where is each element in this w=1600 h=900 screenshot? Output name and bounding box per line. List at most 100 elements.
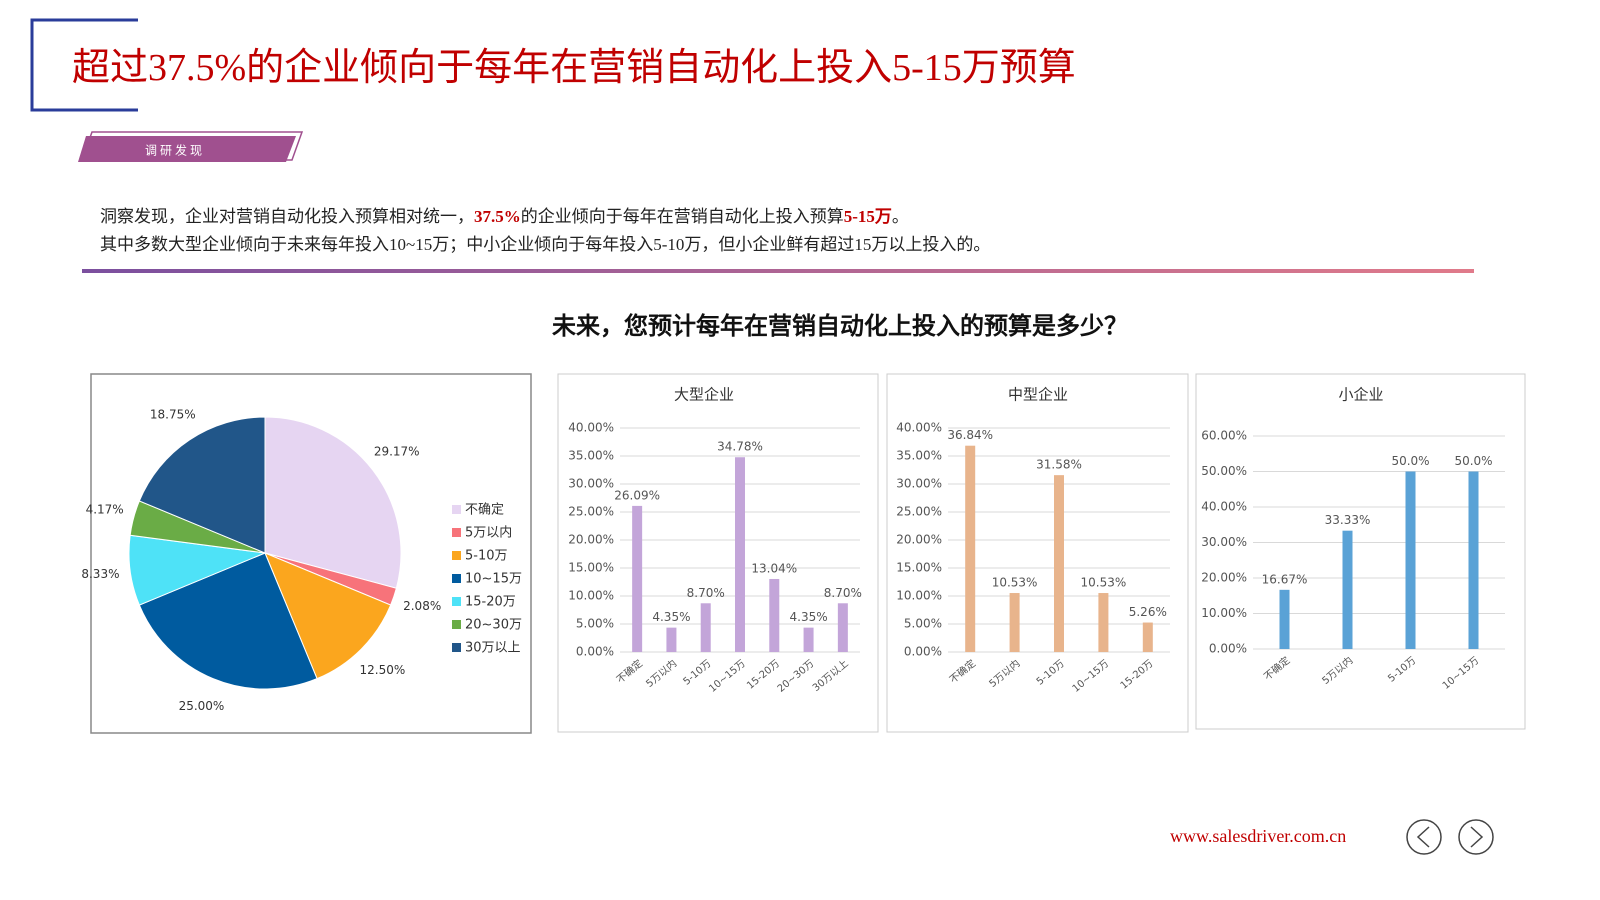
x-tick-label: 5-10万 <box>1386 655 1418 684</box>
tag: 调研发现 <box>145 143 205 158</box>
legend-swatch <box>452 505 461 514</box>
pie-slice <box>138 416 266 554</box>
website[interactable]: www.salesdriver.com.cn <box>1170 826 1347 846</box>
panel-frame <box>1195 373 1526 730</box>
y-tick-label: 15.00% <box>896 561 942 575</box>
legend-label: 20~30万 <box>465 618 522 633</box>
x-tick-label: 10~15万 <box>1441 655 1482 692</box>
data-label: 31.58% <box>1036 458 1082 472</box>
legend-label: 15-20万 <box>465 595 516 610</box>
y-tick-label: 35.00% <box>568 449 614 463</box>
legend-swatch <box>452 551 461 560</box>
x-tick-label: 不确定 <box>614 657 645 686</box>
panel-frame <box>886 373 1189 733</box>
bar <box>1405 471 1416 649</box>
chart-title: 中型企业 <box>1008 386 1068 404</box>
bar <box>1098 593 1109 652</box>
y-tick-label: 10.00% <box>568 589 614 603</box>
y-tick-label: 20.00% <box>568 533 614 547</box>
y-tick-label: 25.00% <box>896 505 942 519</box>
pie-slice <box>264 552 392 680</box>
data-label: 29.17% <box>374 444 420 458</box>
legend-label: 5-10万 <box>465 549 508 564</box>
bar <box>632 505 643 652</box>
bar <box>965 445 976 652</box>
data-label: 4.35% <box>652 610 690 624</box>
y-tick-label: 10.00% <box>1201 606 1247 620</box>
data-label: 10.53% <box>1081 576 1127 590</box>
data-label: 10.53% <box>992 576 1038 590</box>
divider <box>82 269 1474 273</box>
pie-frame <box>90 373 532 734</box>
y-tick-label: 0.00% <box>1209 642 1247 656</box>
data-label: 4.35% <box>790 610 828 624</box>
legend-label: 30万以上 <box>465 641 521 656</box>
data-label: 2.08% <box>403 599 441 613</box>
prev-button[interactable] <box>1406 819 1442 855</box>
legend-swatch <box>452 597 461 606</box>
bar <box>1054 475 1064 652</box>
data-label: 4.17% <box>86 503 124 517</box>
y-tick-label: 50.00% <box>1201 464 1247 478</box>
data-label: 36.84% <box>947 428 993 442</box>
text: 的企业倾向于每年在营销自动化上投入预算 <box>520 207 844 226</box>
tag-bg <box>78 136 296 162</box>
text: 洞察发现，企业对营销自动化投入预算相对统一， <box>100 207 474 226</box>
x-tick-label: 不确定 <box>947 657 978 686</box>
x-tick-label: 5万以内 <box>643 657 679 690</box>
x-tick-label: 5万以内 <box>1319 654 1355 687</box>
y-tick-label: 10.00% <box>896 589 942 603</box>
y-tick-label: 30.00% <box>568 477 614 491</box>
x-tick-label: 30万以上 <box>810 657 850 694</box>
legend-swatch <box>452 574 461 583</box>
y-tick-label: 30.00% <box>896 477 942 491</box>
y-tick-label: 20.00% <box>1201 571 1247 585</box>
question: 未来，您预计每年在营销自动化上投入的预算是多少？ <box>552 314 1128 340</box>
chart-title: 小企业 <box>1338 386 1383 404</box>
bar <box>666 627 677 652</box>
data-label: 16.67% <box>1262 572 1308 586</box>
y-tick-label: 40.00% <box>1201 500 1247 514</box>
y-tick-label: 5.00% <box>576 617 614 631</box>
y-tick-label: 40.00% <box>896 421 942 435</box>
x-tick-label: 10~15万 <box>1071 658 1112 695</box>
data-label: 8.70% <box>824 586 862 600</box>
chart-title: 大型企业 <box>674 386 734 404</box>
data-label: 33.33% <box>1325 513 1371 527</box>
text: 。 <box>891 207 909 226</box>
data-label: 13.04% <box>751 561 797 575</box>
x-tick-label: 15-20万 <box>1119 658 1156 692</box>
legend-label: 10~15万 <box>465 572 522 587</box>
bar <box>700 603 711 652</box>
bar <box>803 627 814 652</box>
y-tick-label: 35.00% <box>896 449 942 463</box>
y-tick-label: 15.00% <box>568 561 614 575</box>
data-label: 50.0% <box>1391 454 1429 468</box>
y-tick-label: 25.00% <box>568 505 614 519</box>
x-tick-label: 5-10万 <box>1035 658 1067 687</box>
y-tick-label: 30.00% <box>1201 535 1247 549</box>
bar <box>1468 471 1479 649</box>
title: 超过37.5%的企业倾向于每年在营销自动化上投入5-15万预算 <box>72 47 1076 89</box>
bar <box>837 603 848 652</box>
y-tick-label: 0.00% <box>904 645 942 659</box>
y-tick-label: 60.00% <box>1201 429 1247 443</box>
next-button[interactable] <box>1458 819 1494 855</box>
x-tick-label: 5万以内 <box>986 657 1022 690</box>
data-label: 12.50% <box>359 663 405 677</box>
y-tick-label: 20.00% <box>896 533 942 547</box>
data-label: 8.70% <box>687 586 725 600</box>
y-tick-label: 5.00% <box>904 617 942 631</box>
y-tick-label: 40.00% <box>568 421 614 435</box>
insight-line: 洞察发现，企业对营销自动化投入预算相对统一，37.5%的企业倾向于每年在营销自动… <box>100 202 909 227</box>
highlight: 5-15万 <box>843 207 892 226</box>
highlight: 37.5% <box>474 207 521 226</box>
data-label: 25.00% <box>179 699 225 713</box>
x-tick-label: 不确定 <box>1261 654 1292 683</box>
legend-swatch <box>452 620 461 629</box>
data-label: 34.78% <box>717 440 763 454</box>
legend-label: 不确定 <box>465 503 504 518</box>
bar <box>1279 589 1290 649</box>
